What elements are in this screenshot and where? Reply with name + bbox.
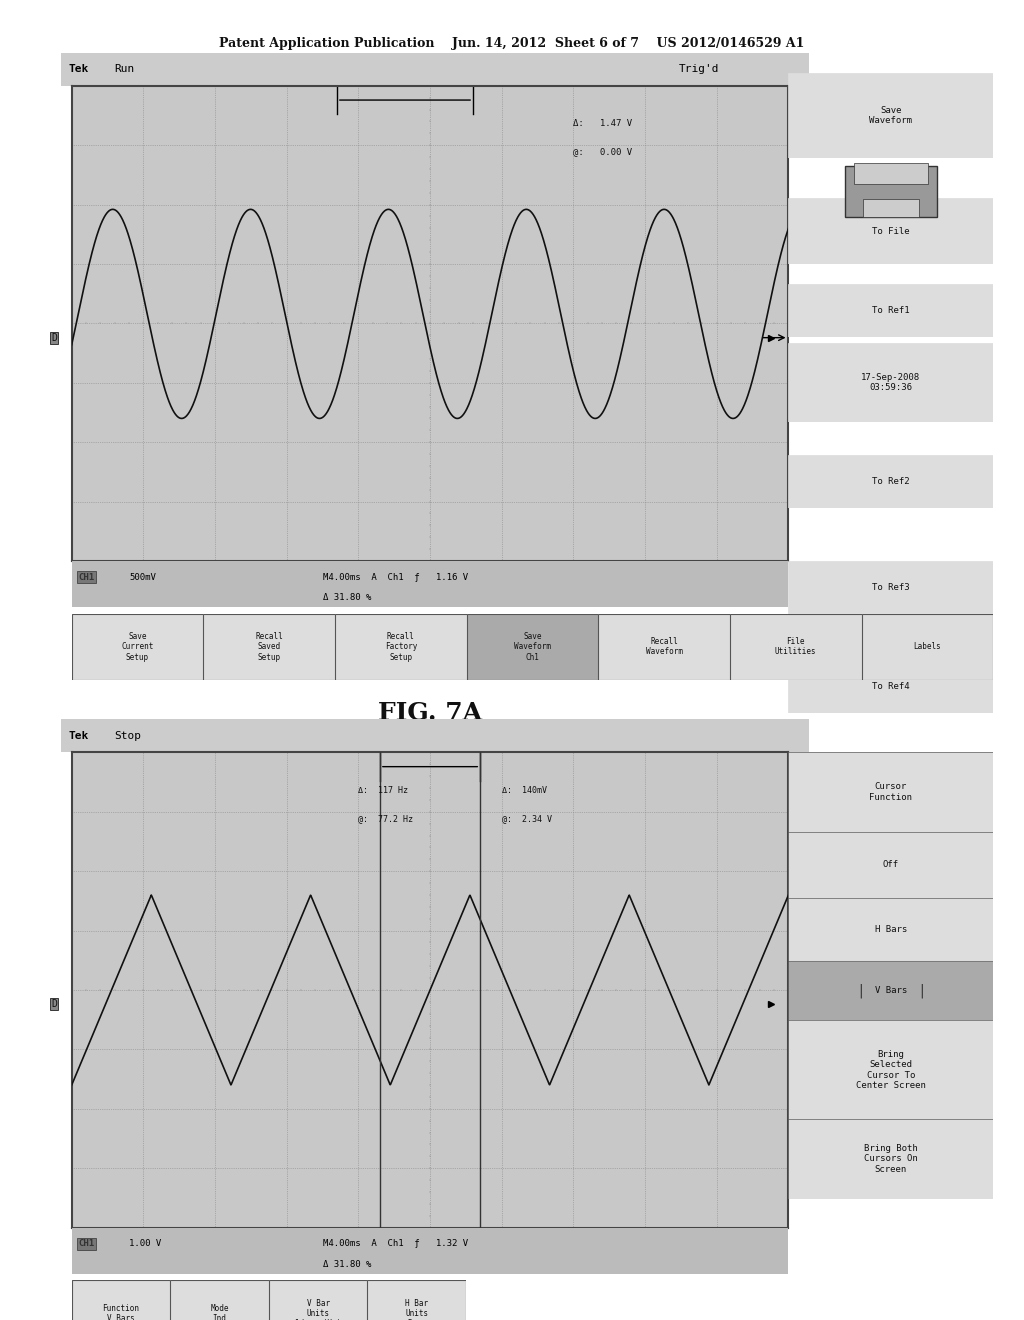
Text: Cursor
Function: Cursor Function xyxy=(869,783,912,801)
Text: Recall
Factory
Setup: Recall Factory Setup xyxy=(385,632,417,661)
Text: Tek: Tek xyxy=(69,65,89,74)
Text: Δ:   1.47 V: Δ: 1.47 V xyxy=(573,119,633,128)
Text: Patent Application Publication    Jun. 14, 2012  Sheet 6 of 7    US 2012/0146529: Patent Application Publication Jun. 14, … xyxy=(219,37,805,50)
Text: To Ref2: To Ref2 xyxy=(872,478,909,486)
Text: M4.00ms  A  Ch1  ƒ   1.16 V: M4.00ms A Ch1 ƒ 1.16 V xyxy=(323,573,468,582)
Text: Bring
Selected
Cursor To
Center Screen: Bring Selected Cursor To Center Screen xyxy=(856,1049,926,1090)
Bar xyxy=(845,166,937,218)
Text: Bring Both
Cursors On
Screen: Bring Both Cursors On Screen xyxy=(864,1144,918,1173)
Text: Save
Current
Setup: Save Current Setup xyxy=(121,632,154,661)
Text: Δ 31.80 %: Δ 31.80 % xyxy=(323,594,371,602)
Bar xyxy=(863,199,919,218)
Text: Run: Run xyxy=(114,65,134,74)
Text: @:  2.34 V: @: 2.34 V xyxy=(502,814,552,824)
Text: Save
Waveform
Ch1: Save Waveform Ch1 xyxy=(514,632,551,661)
Text: 17-Sep-2008
03:59:36: 17-Sep-2008 03:59:36 xyxy=(861,374,921,392)
Text: Δ:  117 Hz: Δ: 117 Hz xyxy=(358,785,409,795)
Text: 500mV: 500mV xyxy=(129,573,156,582)
Text: To Ref1: To Ref1 xyxy=(872,306,909,314)
Text: FIG. 7A: FIG. 7A xyxy=(378,701,482,725)
Text: V Bars: V Bars xyxy=(874,986,907,995)
Text: Mode
Ind: Mode Ind xyxy=(210,1304,228,1320)
Text: 1.00 V: 1.00 V xyxy=(129,1239,161,1249)
Text: H Bar
Units
Base: H Bar Units Base xyxy=(406,1299,428,1320)
Text: D: D xyxy=(51,999,57,1010)
Text: To Ref3: To Ref3 xyxy=(872,583,909,591)
Text: File
Utilities: File Utilities xyxy=(775,638,816,656)
Text: Stop: Stop xyxy=(114,731,140,741)
Text: To File: To File xyxy=(872,227,909,235)
Text: H Bars: H Bars xyxy=(874,925,907,933)
Text: Save
Waveform: Save Waveform xyxy=(869,106,912,125)
Text: Function
V Bars: Function V Bars xyxy=(102,1304,139,1320)
Text: Trig'd: Trig'd xyxy=(679,65,719,74)
Text: |: | xyxy=(920,983,924,998)
Bar xyxy=(854,162,928,185)
Text: CH1: CH1 xyxy=(79,573,95,582)
Text: Off: Off xyxy=(883,861,899,869)
Text: @:  77.2 Hz: @: 77.2 Hz xyxy=(358,814,414,824)
Text: Tek: Tek xyxy=(69,731,89,741)
Text: @:   0.00 V: @: 0.00 V xyxy=(573,148,633,157)
Text: M4.00ms  A  Ch1  ƒ   1.32 V: M4.00ms A Ch1 ƒ 1.32 V xyxy=(323,1239,468,1249)
Text: D: D xyxy=(51,333,57,343)
Text: Δ 31.80 %: Δ 31.80 % xyxy=(323,1261,371,1269)
Text: V Bar
Units
1/sec (Hz): V Bar Units 1/sec (Hz) xyxy=(295,1299,341,1320)
Text: Recall
Saved
Setup: Recall Saved Setup xyxy=(255,632,283,661)
Text: Recall
Waveform: Recall Waveform xyxy=(646,638,683,656)
Text: |: | xyxy=(858,983,862,998)
Text: To Ref4: To Ref4 xyxy=(872,682,909,690)
Text: CH1: CH1 xyxy=(79,1239,95,1249)
Text: Δ:  140mV: Δ: 140mV xyxy=(502,785,547,795)
Text: Labels: Labels xyxy=(913,643,941,651)
